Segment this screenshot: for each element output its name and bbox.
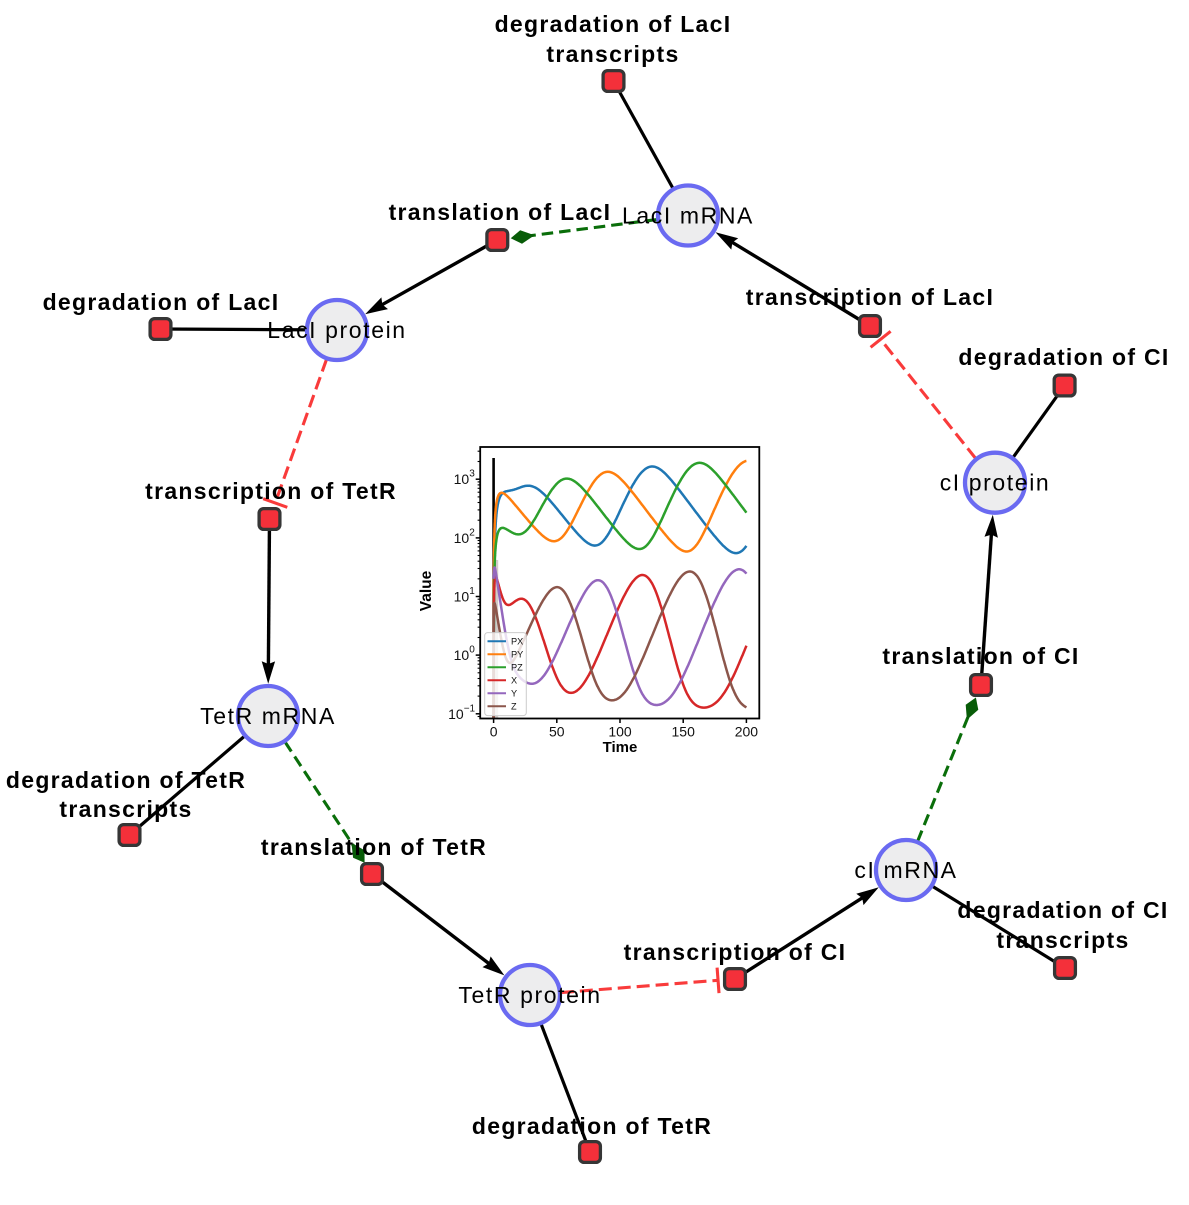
svg-text:LacI mRNA: LacI mRNA — [622, 203, 754, 229]
svg-text:200: 200 — [735, 724, 759, 740]
svg-text:3: 3 — [469, 469, 475, 480]
svg-text:TetR protein: TetR protein — [458, 982, 601, 1008]
svg-text:1: 1 — [469, 586, 475, 597]
svg-text:PZ: PZ — [511, 662, 523, 672]
svg-text:100: 100 — [608, 724, 632, 740]
svg-text:cI protein: cI protein — [940, 470, 1051, 496]
svg-text:transcription of LacI: transcription of LacI — [746, 284, 994, 310]
svg-text:10: 10 — [454, 647, 470, 663]
svg-text:50: 50 — [549, 724, 565, 740]
svg-text:transcription of CI: transcription of CI — [624, 939, 847, 965]
svg-text:degradation of LacI: degradation of LacI — [43, 289, 280, 315]
svg-text:cI mRNA: cI mRNA — [854, 857, 957, 883]
svg-text:Y: Y — [511, 688, 517, 698]
svg-text:transcription of TetR: transcription of TetR — [145, 478, 397, 504]
svg-text:translation of TetR: translation of TetR — [261, 834, 487, 860]
svg-text:degradation of CI: degradation of CI — [958, 344, 1169, 370]
svg-text:PX: PX — [511, 636, 523, 646]
svg-text:−1: −1 — [464, 703, 476, 714]
svg-text:10: 10 — [454, 471, 470, 487]
svg-text:10: 10 — [454, 589, 470, 605]
svg-text:Time: Time — [603, 739, 638, 756]
svg-text:transcripts: transcripts — [996, 927, 1129, 953]
svg-text:PY: PY — [511, 649, 523, 659]
svg-text:LacI protein: LacI protein — [267, 317, 406, 343]
svg-text:0: 0 — [469, 645, 475, 656]
svg-text:0: 0 — [490, 724, 498, 740]
svg-text:10: 10 — [454, 530, 470, 546]
svg-text:Z: Z — [511, 701, 517, 711]
svg-text:degradation of LacI: degradation of LacI — [495, 11, 732, 37]
svg-text:TetR mRNA: TetR mRNA — [200, 703, 336, 729]
svg-text:transcripts: transcripts — [546, 41, 679, 67]
svg-text:150: 150 — [672, 724, 696, 740]
svg-text:transcripts: transcripts — [59, 796, 192, 822]
svg-text:degradation of TetR: degradation of TetR — [6, 767, 246, 793]
svg-text:translation of CI: translation of CI — [882, 643, 1079, 669]
svg-text:degradation of CI: degradation of CI — [957, 897, 1168, 923]
svg-text:Value: Value — [418, 570, 435, 611]
svg-text:2: 2 — [469, 527, 475, 538]
svg-text:degradation of TetR: degradation of TetR — [472, 1113, 712, 1139]
svg-text:X: X — [511, 675, 517, 685]
svg-text:10: 10 — [448, 706, 464, 722]
svg-text:translation of LacI: translation of LacI — [389, 199, 612, 225]
